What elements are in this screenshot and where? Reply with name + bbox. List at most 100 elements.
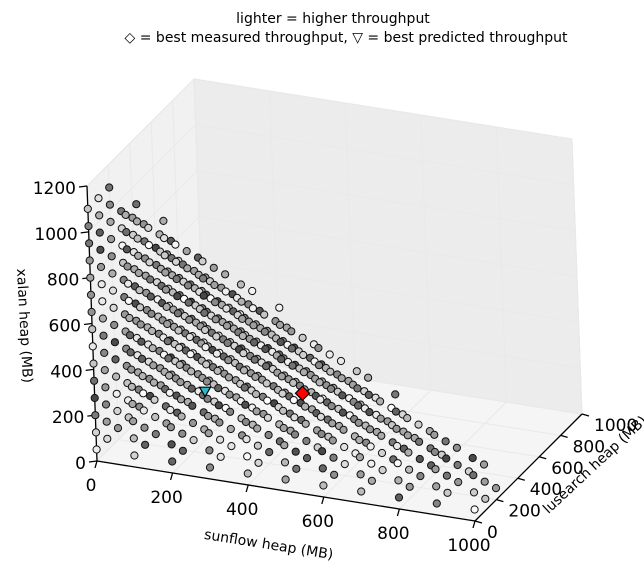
z-tick-label: 200	[52, 408, 84, 428]
best-measured-marker	[294, 385, 311, 402]
data-point	[138, 372, 147, 381]
data-point	[339, 425, 348, 434]
data-point	[147, 326, 157, 336]
data-point	[171, 240, 180, 249]
data-point	[251, 390, 261, 399]
z-grid-line	[86, 78, 573, 187]
data-point	[177, 412, 186, 421]
data-point	[123, 262, 132, 271]
data-point	[95, 228, 104, 237]
z-tick-label: 800	[47, 271, 79, 291]
data-point	[432, 482, 441, 491]
data-point	[253, 424, 262, 433]
x-tick-mark	[396, 508, 401, 517]
data-point	[159, 216, 168, 225]
data-point	[85, 239, 94, 248]
data-point	[243, 452, 252, 461]
data-point	[146, 292, 155, 301]
data-point	[211, 298, 220, 307]
data-point	[201, 343, 210, 352]
data-point	[329, 453, 338, 462]
data-point	[139, 406, 148, 415]
data-point	[243, 469, 252, 478]
data-point	[357, 487, 366, 496]
data-point	[237, 297, 246, 306]
data-point	[314, 361, 324, 370]
data-point	[227, 442, 236, 451]
data-point	[278, 389, 287, 398]
data-point	[441, 437, 450, 446]
data-point	[87, 307, 96, 317]
best-predicted-marker	[198, 386, 212, 398]
y-tick-mark	[496, 498, 504, 503]
data-point	[263, 396, 272, 405]
z-tick-label: 1000	[34, 225, 77, 245]
data-point	[430, 447, 439, 457]
data-point	[189, 436, 198, 445]
data-point	[250, 355, 259, 364]
data-point	[240, 383, 249, 392]
data-point	[223, 338, 232, 348]
data-point	[202, 360, 211, 369]
data-point	[110, 320, 119, 330]
data-point	[318, 447, 327, 456]
data-point	[124, 296, 133, 305]
data-point	[86, 273, 95, 282]
data-point	[127, 365, 136, 374]
data-point	[224, 373, 233, 382]
data-point	[275, 303, 284, 312]
data-point	[122, 228, 131, 237]
data-point	[340, 442, 349, 452]
data-point	[226, 424, 235, 434]
data-point	[355, 435, 364, 445]
data-point	[103, 434, 112, 443]
data-point	[394, 493, 404, 502]
data-point	[222, 304, 231, 313]
data-point	[238, 314, 247, 323]
data-point	[112, 389, 121, 398]
data-point	[212, 332, 221, 341]
data-point	[102, 417, 111, 426]
data-point	[205, 463, 215, 472]
data-point	[188, 418, 198, 428]
data-point	[174, 326, 183, 335]
data-point	[377, 448, 387, 458]
data-point	[140, 423, 149, 432]
x-tick-mark	[472, 520, 476, 529]
data-point	[99, 331, 108, 340]
data-point	[125, 313, 134, 323]
data-point	[89, 359, 98, 368]
data-point	[288, 361, 297, 370]
data-point	[289, 378, 298, 387]
data-point	[277, 372, 286, 381]
data-point	[403, 414, 412, 423]
data-point	[161, 268, 170, 277]
y-tick-mark	[539, 456, 547, 460]
data-point	[279, 406, 288, 415]
data-point	[319, 481, 328, 490]
data-point	[113, 424, 123, 433]
data-point	[226, 407, 235, 416]
data-point	[299, 368, 308, 377]
data-point	[165, 371, 174, 380]
data-point	[148, 344, 157, 353]
data-point	[405, 465, 414, 474]
data-point	[92, 445, 101, 454]
data-point	[301, 419, 310, 428]
data-point	[173, 292, 182, 301]
z-tick-label: 1200	[33, 179, 76, 199]
z-tick-mark	[78, 185, 88, 188]
data-point	[175, 343, 184, 352]
data-point	[187, 367, 196, 376]
data-point	[216, 452, 225, 461]
data-point	[136, 303, 145, 312]
data-point	[431, 465, 440, 474]
x-tick-mark	[94, 460, 98, 469]
data-point	[163, 319, 172, 329]
data-point	[85, 256, 94, 265]
data-point	[253, 441, 262, 450]
data-point	[452, 443, 461, 452]
data-point	[260, 327, 269, 336]
data-point	[314, 343, 323, 353]
data-point	[327, 402, 336, 411]
